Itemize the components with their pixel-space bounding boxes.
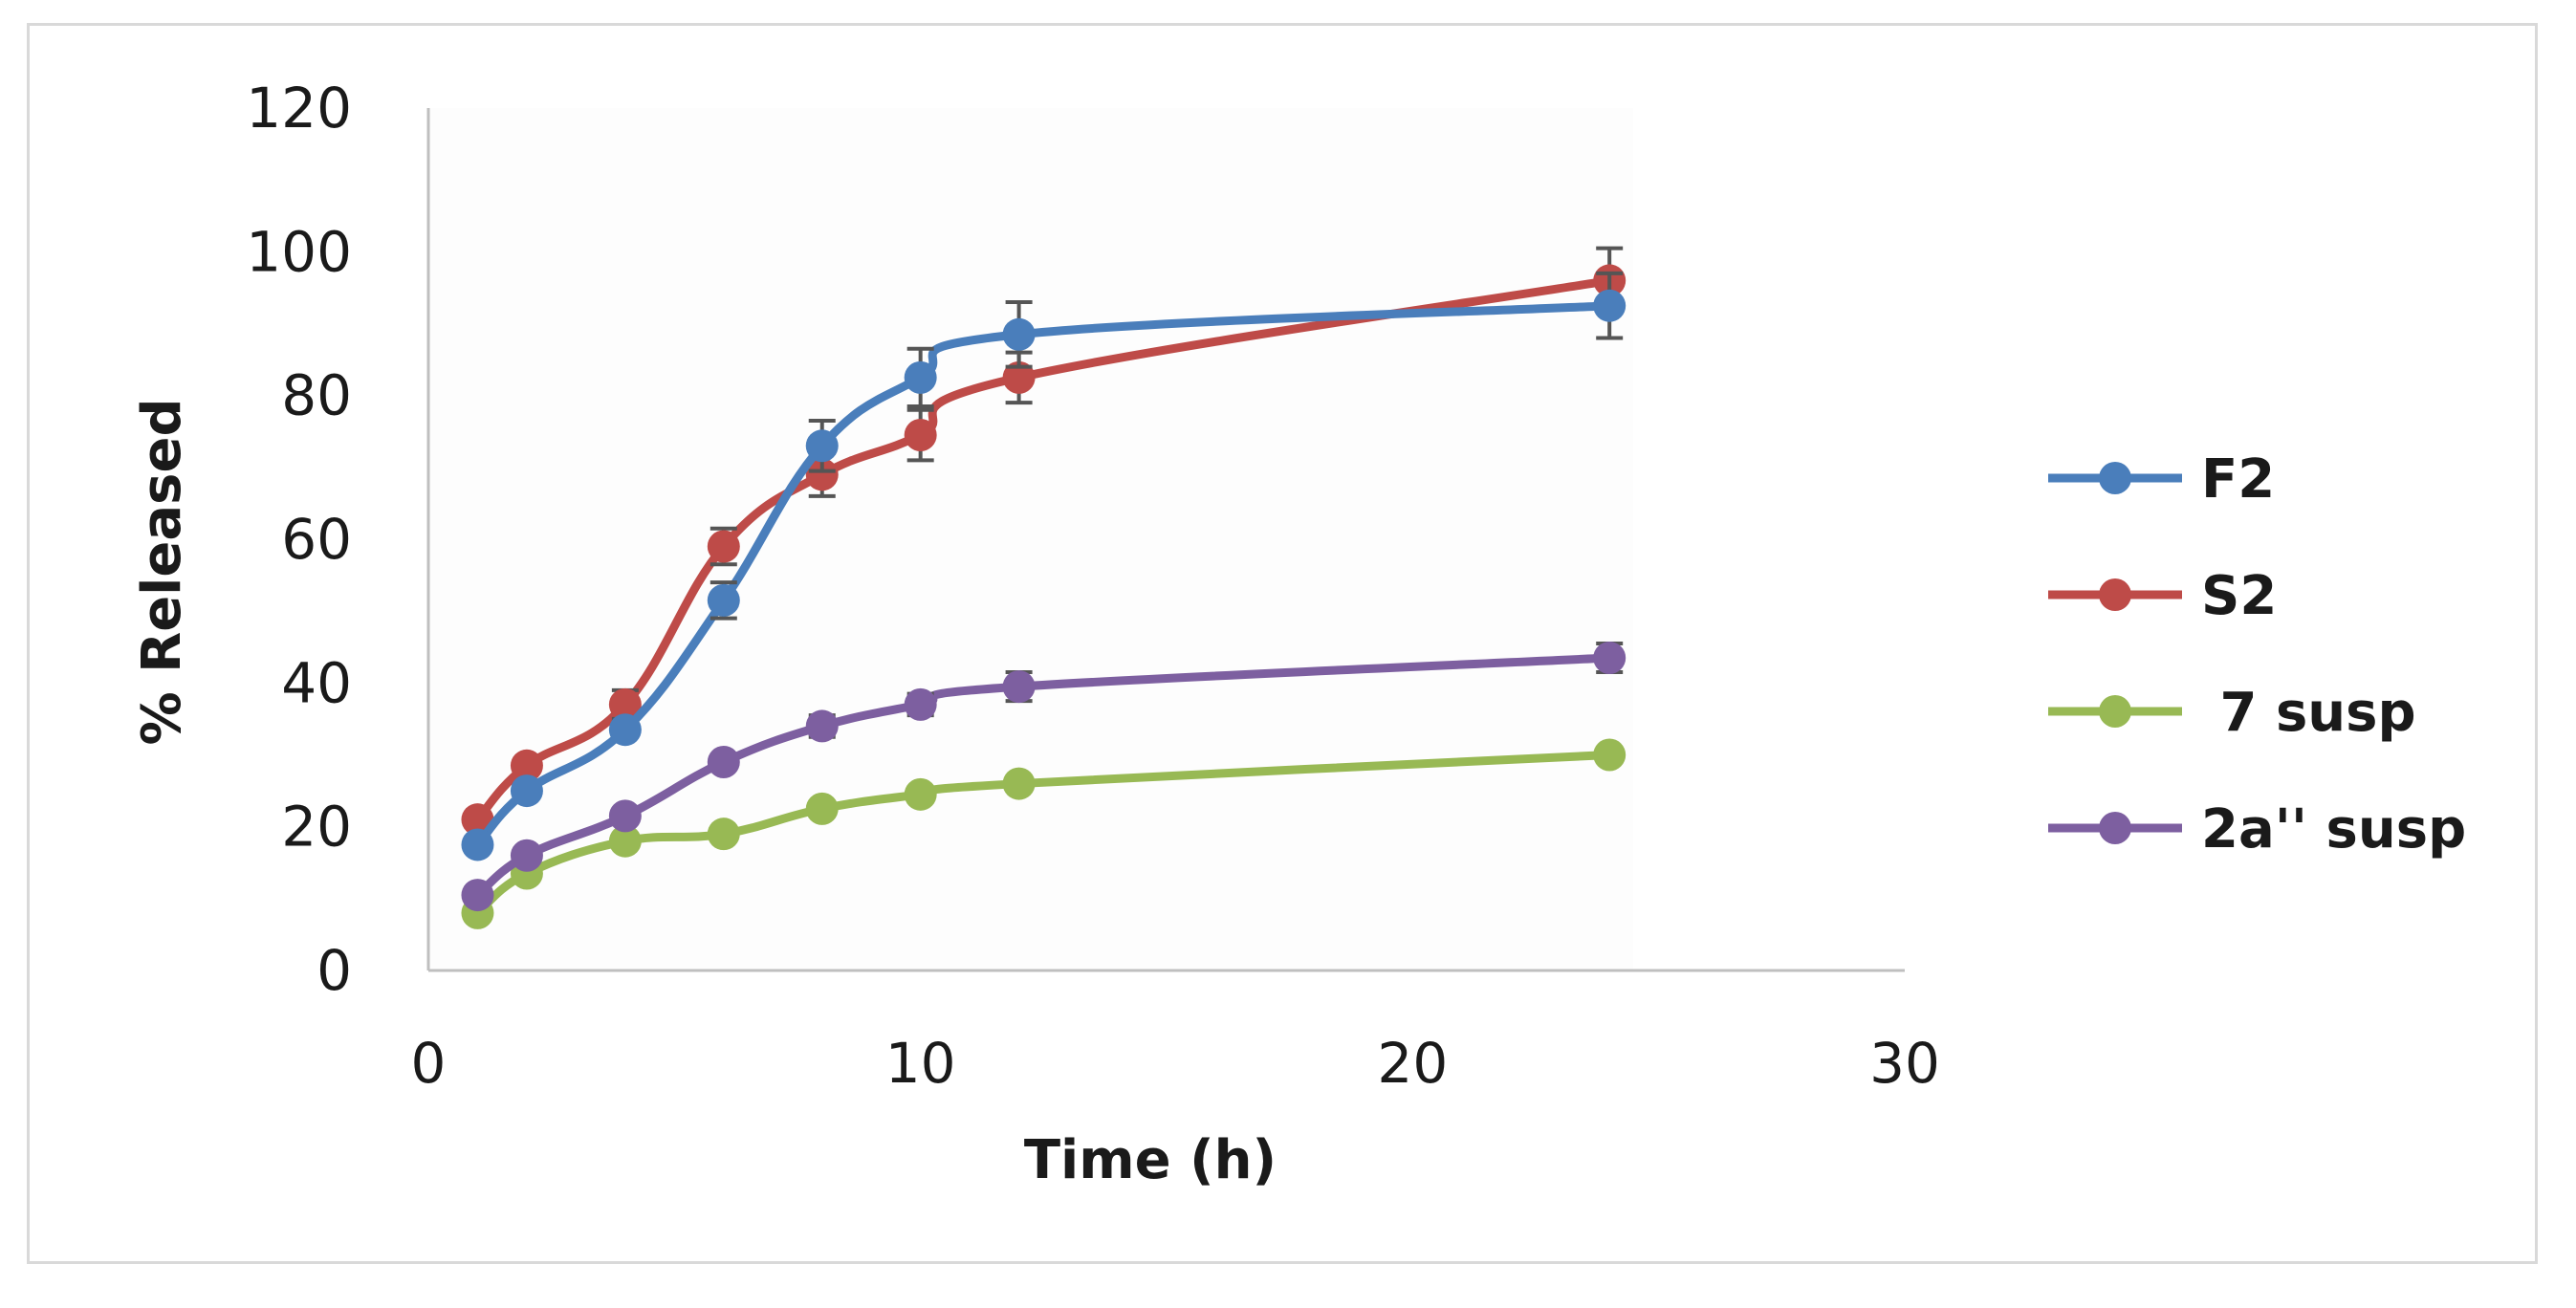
x-axis-title: Time (h) xyxy=(1024,1129,1277,1191)
data-point xyxy=(904,419,937,452)
y-tick-label: 20 xyxy=(281,795,352,860)
legend-label: S2 xyxy=(2201,565,2277,627)
legend-label: F2 xyxy=(2201,448,2275,511)
legend-item: S2 xyxy=(2048,565,2277,627)
data-point xyxy=(608,824,642,858)
data-point xyxy=(707,583,740,617)
data-point xyxy=(1002,317,1036,351)
y-tick-label: 0 xyxy=(317,938,352,1003)
data-point xyxy=(510,774,543,808)
data-point xyxy=(707,530,740,563)
series-7-susp-line xyxy=(472,751,1614,918)
y-tick-label: 80 xyxy=(281,363,352,428)
data-point xyxy=(461,879,494,912)
data-point xyxy=(904,687,937,721)
data-point xyxy=(707,746,740,779)
series-f2 xyxy=(461,271,1626,861)
data-point xyxy=(1593,642,1626,675)
x-tick-label: 10 xyxy=(885,1031,956,1096)
series-group xyxy=(461,246,1626,929)
data-point xyxy=(608,799,642,833)
legend-swatch-marker xyxy=(2099,578,2131,611)
x-tick-labels: 0 10 20 30 xyxy=(411,1031,1940,1096)
data-point xyxy=(608,713,642,747)
data-point xyxy=(805,792,839,825)
legend-swatch-marker xyxy=(2099,462,2131,494)
y-tick-label: 100 xyxy=(246,219,352,284)
data-point xyxy=(1002,360,1036,394)
legend-item: 7 susp xyxy=(2048,682,2416,744)
legend-label: 2a'' susp xyxy=(2201,798,2466,861)
data-point xyxy=(1593,289,1626,322)
y-tick-label: 60 xyxy=(281,507,352,572)
data-point xyxy=(510,839,543,872)
legend-swatch-marker xyxy=(2099,695,2131,728)
data-point xyxy=(805,429,839,463)
x-tick-label: 30 xyxy=(1869,1031,1940,1096)
data-point xyxy=(1002,767,1036,800)
data-point xyxy=(707,818,740,851)
data-point xyxy=(904,777,937,811)
data-point xyxy=(805,709,839,743)
x-tick-label: 20 xyxy=(1377,1031,1448,1096)
series-2a-susp-line xyxy=(472,653,1614,900)
y-tick-label: 120 xyxy=(246,76,352,141)
data-point xyxy=(461,828,494,861)
legend-swatch-marker xyxy=(2099,812,2131,844)
series-2a-susp xyxy=(461,641,1626,912)
data-point xyxy=(904,360,937,394)
data-point xyxy=(608,687,642,721)
data-point xyxy=(1593,738,1626,772)
y-axis-title: % Released xyxy=(131,398,193,745)
legend-item: 2a'' susp xyxy=(2048,798,2466,861)
data-point xyxy=(805,458,839,491)
y-tick-labels: 0 20 40 60 80 100 120 xyxy=(246,76,352,1003)
legend: F2 S2 7 susp 2a'' susp xyxy=(2048,448,2466,861)
data-point xyxy=(510,749,543,782)
legend-item: F2 xyxy=(2048,448,2275,511)
x-tick-label: 0 xyxy=(411,1031,447,1096)
legend-label: 7 susp xyxy=(2201,682,2416,744)
data-point xyxy=(1002,670,1036,704)
y-tick-label: 40 xyxy=(281,650,352,715)
